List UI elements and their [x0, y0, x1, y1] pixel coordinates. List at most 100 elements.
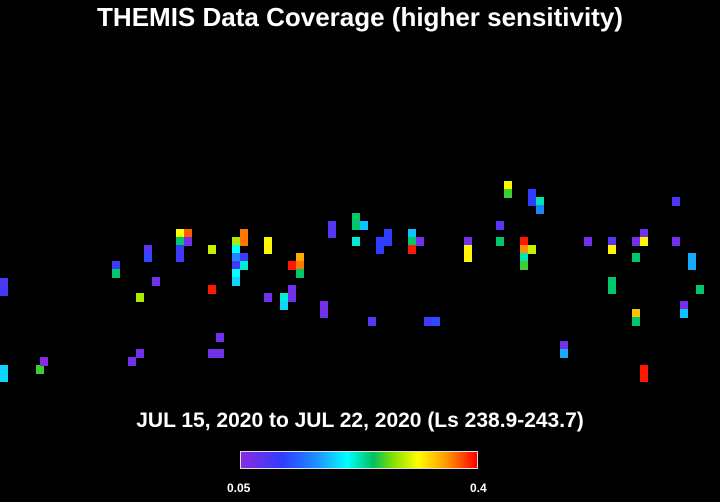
coverage-cell	[288, 285, 296, 294]
coverage-cell	[264, 293, 272, 302]
coverage-cell	[112, 261, 120, 270]
coverage-cell	[328, 229, 336, 238]
coverage-cell	[696, 285, 704, 294]
coverage-cell	[352, 213, 360, 222]
coverage-cell	[520, 261, 528, 270]
coverage-cell	[536, 197, 544, 206]
coverage-cell	[232, 237, 240, 246]
coverage-cell	[184, 237, 192, 246]
coverage-cell	[36, 365, 44, 374]
coverage-cell	[408, 245, 416, 254]
coverage-cell	[280, 301, 288, 310]
coverage-cell	[184, 229, 192, 238]
chart-subtitle: JUL 15, 2020 to JUL 22, 2020 (Ls 238.9-2…	[136, 409, 584, 432]
coverage-cell	[240, 229, 248, 238]
coverage-cell	[640, 229, 648, 238]
coverage-cell	[0, 365, 8, 374]
coverage-cell	[40, 357, 48, 366]
coverage-cell	[288, 293, 296, 302]
coverage-cell	[528, 189, 536, 198]
coverage-cell	[280, 293, 288, 302]
coverage-cell	[640, 373, 648, 382]
coverage-cell	[264, 237, 272, 246]
coverage-cell	[352, 221, 360, 230]
coverage-cell	[232, 253, 240, 262]
coverage-cell	[112, 269, 120, 278]
coverage-cell	[176, 245, 184, 254]
coverage-cell	[608, 277, 616, 286]
coverage-cell	[152, 277, 160, 286]
coverage-cell	[0, 287, 8, 296]
coverage-cell	[216, 333, 224, 342]
coverage-cell	[136, 349, 144, 358]
coverage-cell	[632, 309, 640, 318]
coverage-cell	[128, 357, 136, 366]
coverage-cell	[144, 253, 152, 262]
coverage-cell	[232, 269, 240, 278]
coverage-cell	[560, 341, 568, 350]
coverage-cell	[176, 229, 184, 238]
coverage-cell	[384, 237, 392, 246]
coverage-cell	[384, 229, 392, 238]
coverage-cell	[240, 253, 248, 262]
coverage-cell	[416, 237, 424, 246]
coverage-cell	[360, 221, 368, 230]
coverage-cell	[288, 261, 296, 270]
coverage-cell	[496, 221, 504, 230]
coverage-cell	[528, 197, 536, 206]
coverage-cell	[640, 365, 648, 374]
coverage-cell	[0, 278, 8, 287]
coverage-cell	[464, 245, 472, 254]
coverage-cell	[240, 261, 248, 270]
coverage-cell	[144, 245, 152, 254]
coverage-map	[0, 181, 704, 382]
coverage-cell	[608, 285, 616, 294]
coverage-cell	[680, 309, 688, 318]
coverage-cell	[464, 253, 472, 262]
coverage-cell	[296, 261, 304, 270]
coverage-cell	[408, 229, 416, 238]
coverage-cell	[320, 309, 328, 318]
coverage-cell	[232, 277, 240, 286]
coverage-cell	[672, 237, 680, 246]
coverage-cell	[320, 301, 328, 310]
coverage-cell	[376, 237, 384, 246]
coverage-cell	[424, 317, 432, 326]
coverage-cell	[632, 237, 640, 246]
coverage-cell	[232, 261, 240, 270]
coverage-cell	[136, 293, 144, 302]
coverage-cell	[240, 237, 248, 246]
coverage-cell	[560, 349, 568, 358]
coverage-cell	[208, 349, 216, 358]
coverage-cell	[688, 261, 696, 270]
coverage-cell	[408, 237, 416, 246]
coverage-cell	[432, 317, 440, 326]
coverage-cell	[296, 253, 304, 262]
coverage-cell	[528, 245, 536, 254]
coverage-cell	[368, 317, 376, 326]
coverage-cell	[176, 237, 184, 246]
coverage-cell	[264, 245, 272, 254]
coverage-cell	[632, 317, 640, 326]
coverage-cell	[296, 269, 304, 278]
coverage-cell	[536, 205, 544, 214]
coverage-cell	[672, 197, 680, 206]
coverage-cell	[464, 237, 472, 246]
colorbar	[240, 451, 478, 469]
coverage-cell	[208, 285, 216, 294]
coverage-cell	[216, 349, 224, 358]
coverage-cell	[0, 373, 8, 382]
coverage-cell	[520, 253, 528, 262]
coverage-cell	[376, 245, 384, 254]
coverage-cell	[504, 181, 512, 190]
coverage-cell	[608, 245, 616, 254]
colorbar-min-label: 0.05	[227, 481, 251, 495]
coverage-cell	[584, 237, 592, 246]
coverage-cell	[328, 221, 336, 230]
coverage-cell	[680, 301, 688, 310]
coverage-cell	[688, 253, 696, 262]
coverage-cell	[208, 245, 216, 254]
coverage-cell	[176, 253, 184, 262]
coverage-cell	[504, 189, 512, 198]
coverage-cell	[640, 237, 648, 246]
